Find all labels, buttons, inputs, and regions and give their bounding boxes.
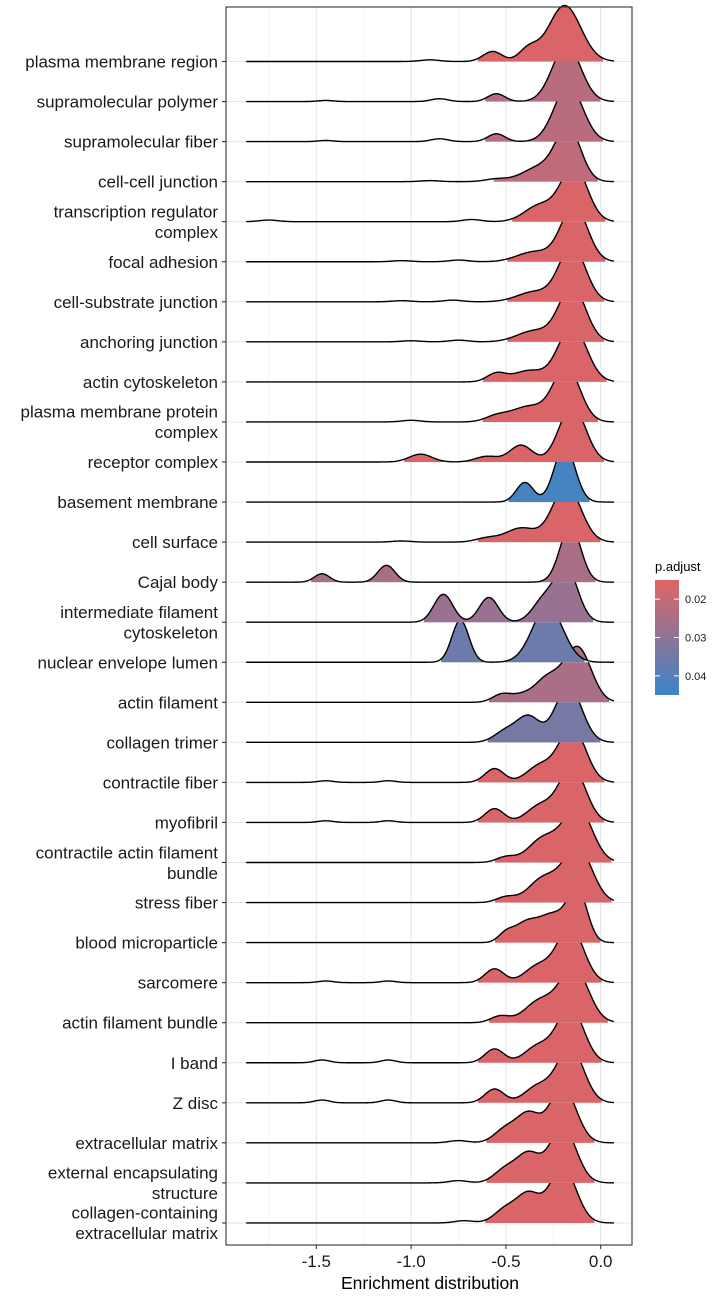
legend-ticks: 0.02 0.03 0.04 — [655, 594, 706, 683]
y-tick-label: Cajal body — [138, 573, 219, 592]
ridge-fill — [423, 566, 594, 623]
y-tick-label: complex — [155, 223, 219, 242]
ridge-line — [246, 725, 615, 784]
y-tick-label: supramolecular fiber — [64, 133, 218, 152]
ridge-line — [246, 1006, 615, 1064]
y-tick-label: plasma membrane region — [25, 53, 218, 72]
ridge-line — [246, 245, 615, 303]
x-axis-title: Enrichment distribution — [341, 1273, 519, 1293]
ridge-line — [246, 325, 615, 383]
y-tick-label: structure — [152, 1184, 218, 1203]
y-tick-label: focal adhesion — [108, 253, 218, 272]
plot-panel — [225, 4, 633, 1246]
y-tick-label: collagen-containing — [72, 1204, 219, 1223]
y-tick-label: cytoskeleton — [124, 623, 219, 642]
y-tick-label: intermediate filament — [60, 603, 218, 622]
y-tick-label: actin filament — [118, 693, 218, 712]
ridge-line — [246, 765, 615, 824]
ridge — [246, 525, 614, 583]
y-tick-label: basement membrane — [57, 493, 218, 512]
ridge-line — [246, 445, 614, 503]
ridge-line — [246, 685, 614, 744]
y-tick-label: actin cytoskeleton — [83, 373, 218, 392]
y-tick-label: I band — [171, 1054, 218, 1073]
y-tick-label: complex — [155, 423, 219, 442]
ridge-line — [246, 966, 615, 1024]
color-legend: p.adjust 0.02 0.03 0.04 — [655, 559, 706, 695]
legend-tick-label: 0.04 — [685, 671, 706, 683]
y-tick-label: transcription regulator — [54, 202, 219, 221]
y-tick-label: sarcomere — [138, 974, 218, 993]
ridge-line — [246, 405, 615, 463]
legend-tick-label: 0.02 — [685, 594, 706, 606]
y-tick-label: Z disc — [173, 1094, 219, 1113]
y-tick-label: supramolecular polymer — [37, 93, 219, 112]
y-tick-label: cell-cell junction — [98, 173, 218, 192]
ridge-line — [246, 485, 615, 543]
ridge-line — [246, 4, 615, 63]
ridge-fill — [477, 5, 603, 62]
y-tick-label: nuclear envelope lumen — [37, 653, 218, 672]
y-tick-label: contractile fiber — [103, 773, 219, 792]
ridge-line — [246, 84, 615, 143]
x-tick-label: -1.0 — [396, 1252, 425, 1271]
ridge — [246, 4, 615, 63]
y-tick-label: anchoring junction — [80, 333, 218, 352]
y-tick-label: external encapsulating — [48, 1164, 218, 1183]
y-tick-label: plasma membrane protein — [21, 403, 218, 422]
y-tick-label: bundle — [167, 864, 218, 883]
y-tick-label: extracellular matrix — [75, 1224, 218, 1243]
ridge-line — [246, 365, 614, 423]
y-tick-label: myofibril — [155, 813, 218, 832]
x-tick-label: -0.5 — [491, 1252, 520, 1271]
legend-title: p.adjust — [655, 559, 701, 574]
y-tick-label: stress fiber — [135, 894, 218, 913]
y-tick-label: blood microparticle — [75, 934, 218, 953]
ridge — [246, 405, 615, 463]
x-axis: -1.5 -1.0 -0.5 0.0 — [302, 1245, 613, 1271]
ridge-line — [246, 1046, 615, 1104]
ridge-line — [246, 885, 614, 944]
legend-tick-label: 0.03 — [685, 633, 706, 645]
y-tick-label: extracellular matrix — [75, 1134, 218, 1153]
panel-border — [225, 6, 633, 1246]
x-tick-label: -1.5 — [302, 1252, 331, 1271]
ridge-line — [246, 165, 615, 223]
ridge-line — [246, 205, 615, 263]
y-tick-label: actin filament bundle — [62, 1014, 218, 1033]
y-axis-labels: plasma membrane region supramolecular pol… — [21, 53, 226, 1243]
x-tick-label: 0.0 — [589, 1252, 613, 1271]
ridge-line — [246, 645, 615, 703]
ridge-line — [246, 525, 614, 583]
ridge-line — [246, 805, 615, 864]
ridge-fill — [404, 406, 605, 462]
y-tick-label: contractile actin filament — [36, 843, 219, 862]
y-tick-label: cell surface — [132, 533, 218, 552]
y-tick-label: cell-substrate junction — [54, 293, 218, 312]
ridge-line — [246, 845, 615, 904]
ridge-line — [246, 925, 615, 984]
ridge-line — [246, 124, 614, 183]
y-tick-label: collagen trimer — [107, 733, 219, 752]
ridge-line — [246, 44, 615, 103]
ridge-line — [246, 285, 615, 343]
y-tick-label: receptor complex — [88, 453, 219, 472]
ridges — [246, 4, 615, 1224]
